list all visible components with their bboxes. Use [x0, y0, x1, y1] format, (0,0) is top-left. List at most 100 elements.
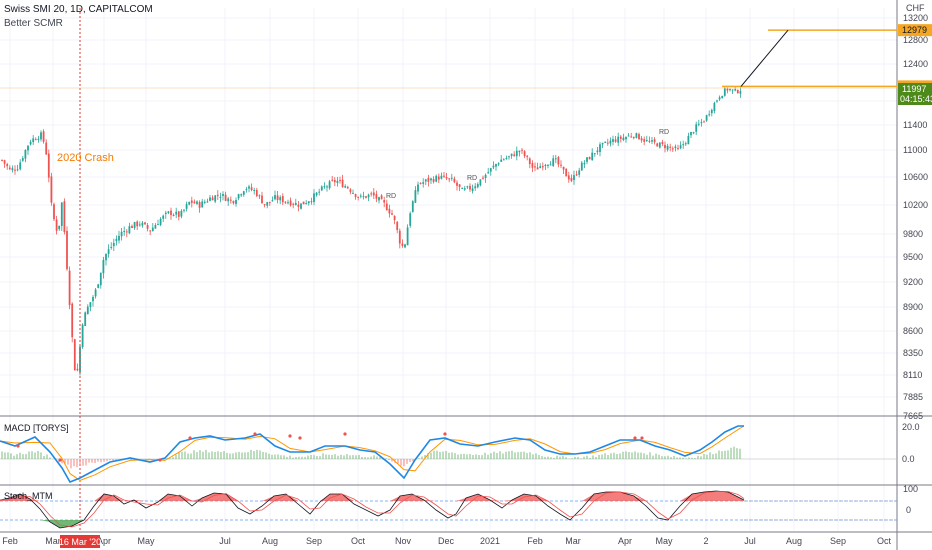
candle-body — [414, 190, 417, 203]
candle-body — [370, 193, 373, 195]
rd-label: RD — [467, 175, 477, 182]
candle-body — [664, 144, 666, 149]
time-axis-label: Sep — [830, 536, 846, 546]
macd-signal-dot — [443, 432, 447, 436]
candle-body — [430, 178, 432, 181]
candle-body — [201, 201, 204, 208]
candle-body — [632, 137, 635, 139]
candle-body — [274, 195, 276, 200]
candle-body — [185, 204, 188, 209]
price-axis-label: 9500 — [903, 252, 923, 262]
candle-body — [541, 166, 544, 168]
stoch-d-line — [0, 491, 745, 528]
candle-body — [146, 225, 149, 229]
candle-body — [658, 142, 661, 148]
indicator-name[interactable]: Better SCMR — [4, 18, 63, 29]
candle-body — [1, 159, 3, 161]
candle-body — [315, 192, 318, 196]
candle-body — [697, 123, 700, 125]
candle-body — [398, 230, 401, 244]
candle-body — [115, 238, 118, 242]
candle-body — [609, 140, 612, 144]
candle-body — [567, 175, 570, 180]
candle-body — [645, 139, 648, 141]
candle-body — [196, 201, 198, 204]
candle-body — [518, 150, 521, 153]
candle-body — [463, 188, 466, 190]
candle-body — [523, 151, 526, 157]
candle-body — [619, 136, 622, 139]
price-axis-label: 10600 — [903, 172, 928, 182]
candle-body — [604, 141, 607, 143]
macd-pane — [0, 425, 897, 484]
candle-body — [450, 177, 453, 179]
price-axis-label: 9800 — [903, 229, 923, 239]
candle-body — [89, 302, 92, 307]
candle-body — [352, 192, 354, 194]
price-axis-label: 12400 — [903, 59, 928, 69]
crash-date-tag — [60, 535, 100, 548]
time-axis-label: May — [655, 536, 673, 546]
candle-body — [263, 204, 266, 206]
countdown-value: 04:15:43 — [900, 94, 932, 104]
candle-body — [406, 227, 409, 246]
candle-body — [79, 346, 81, 373]
candle-body — [271, 200, 274, 202]
macd-signal-dot — [288, 434, 292, 438]
symbol-title[interactable]: Swiss SMI 20, 1D, CAPITALCOM — [4, 4, 153, 15]
candle-body — [383, 200, 386, 203]
candle-body — [716, 100, 718, 102]
candle-body — [63, 201, 66, 233]
target-price-value: 12979 — [902, 25, 927, 35]
crash-annotation: 2020 Crash — [57, 152, 114, 164]
candle-body — [86, 306, 89, 315]
macd-signal-dot — [298, 436, 302, 440]
macd-signal-dot — [58, 458, 62, 462]
candle-body — [326, 186, 328, 188]
candle-body — [336, 180, 339, 183]
macd-label[interactable]: MACD [TORYS] — [4, 423, 69, 433]
candle-body — [151, 227, 154, 232]
candle-body — [703, 121, 705, 123]
candle-body — [380, 195, 383, 200]
candle-body — [81, 324, 84, 348]
candle-body — [560, 164, 562, 166]
candle-body — [310, 201, 313, 203]
candle-body — [339, 180, 341, 182]
candle-body — [131, 226, 133, 228]
macd-axis-label: 0.0 — [902, 454, 915, 464]
candle-body — [349, 189, 352, 192]
candle-body — [183, 209, 185, 211]
stoch-axis-label: 100 — [903, 484, 918, 494]
candle-body — [372, 192, 375, 196]
candle-body — [687, 135, 690, 145]
candle-body — [708, 114, 711, 116]
stoch-pane — [0, 490, 897, 529]
candle-body — [554, 158, 557, 160]
rd-label: RD — [659, 129, 669, 136]
candle-body — [112, 242, 115, 247]
macd-line — [0, 425, 744, 484]
candle-body — [224, 194, 227, 201]
candle-body — [552, 158, 555, 166]
candle-body — [305, 203, 308, 205]
candle-body — [320, 186, 323, 191]
candle-body — [435, 175, 438, 182]
candle-body — [8, 167, 11, 170]
stoch-axis-label: 0 — [906, 505, 911, 515]
candle-body — [521, 149, 523, 151]
candle-body — [245, 189, 248, 191]
last-price-value: 11997 — [902, 84, 926, 94]
candle-body — [578, 170, 581, 175]
candle-body — [172, 215, 175, 217]
candle-body — [674, 146, 677, 149]
stoch-label[interactable]: Stoch_MTM — [4, 491, 53, 501]
candle-body — [445, 177, 448, 179]
price-axis-label: 11000 — [903, 145, 927, 155]
candle-body — [638, 134, 640, 140]
candle-body — [21, 158, 24, 161]
candle-body — [557, 157, 560, 165]
candle-body — [661, 142, 664, 144]
candle-body — [53, 204, 55, 220]
